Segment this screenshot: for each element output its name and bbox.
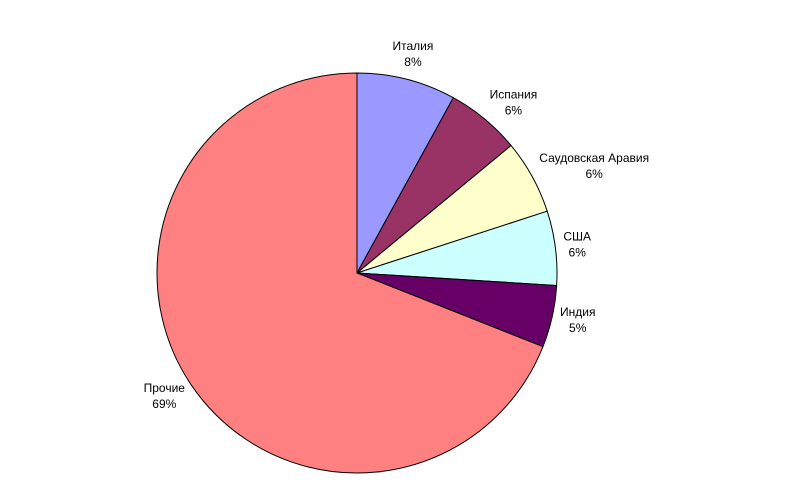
slice-value-label: 6% [586,167,604,181]
slice-label: Индия [560,305,595,319]
slice-label: Саудовская Аравия [539,151,649,165]
pie-slice [356,72,455,274]
slice-value-label: 8% [404,55,422,69]
slice-value-label: 69% [152,397,176,411]
slice-label: Прочие [144,381,186,395]
slice-value-label: 6% [505,104,523,118]
slice-label: Испания [490,88,538,102]
slice-label: Италия [393,39,434,53]
slice-value-label: 6% [569,246,587,260]
pie-slice [156,72,544,474]
slice-label: США [563,230,591,244]
slice-value-label: 5% [569,321,587,335]
